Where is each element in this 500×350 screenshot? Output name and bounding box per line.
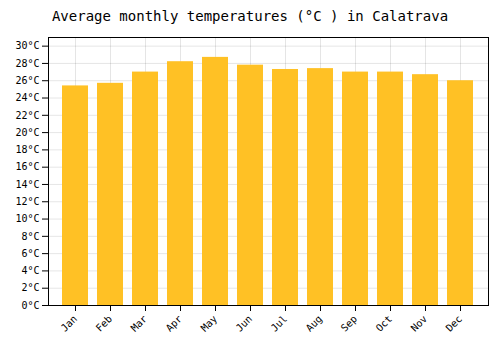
svg-text:4°C: 4°C [21,265,39,276]
svg-text:2°C: 2°C [21,282,39,293]
svg-text:Mar: Mar [129,313,150,334]
svg-text:26°C: 26°C [15,75,39,86]
svg-text:Apr: Apr [164,313,185,334]
svg-text:14°C: 14°C [15,179,39,190]
svg-text:0°C: 0°C [21,300,39,311]
svg-text:8°C: 8°C [21,231,39,242]
svg-text:Dec: Dec [444,313,465,334]
svg-text:Oct: Oct [374,313,395,334]
svg-text:30°C: 30°C [15,40,39,51]
svg-text:20°C: 20°C [15,127,39,138]
svg-text:Sep: Sep [339,313,360,334]
svg-text:Feb: Feb [94,313,115,334]
svg-text:16°C: 16°C [15,161,39,172]
svg-text:18°C: 18°C [15,144,39,155]
svg-text:28°C: 28°C [15,58,39,69]
svg-text:Aug: Aug [304,313,325,334]
svg-text:Nov: Nov [409,313,430,334]
svg-text:12°C: 12°C [15,196,39,207]
svg-text:10°C: 10°C [15,213,39,224]
html-text:Average monthly temperatures (: Average monthly temperatures (°C ) in Ca… [51,8,449,24]
svg-text:24°C: 24°C [15,92,39,103]
svg-text:Jul: Jul [269,313,290,334]
svg-text:6°C: 6°C [21,248,39,259]
svg-text:Jun: Jun [234,313,255,334]
svg-text:22°C: 22°C [15,110,39,121]
svg-text:May: May [199,313,220,334]
svg-text:Jan: Jan [59,313,80,334]
